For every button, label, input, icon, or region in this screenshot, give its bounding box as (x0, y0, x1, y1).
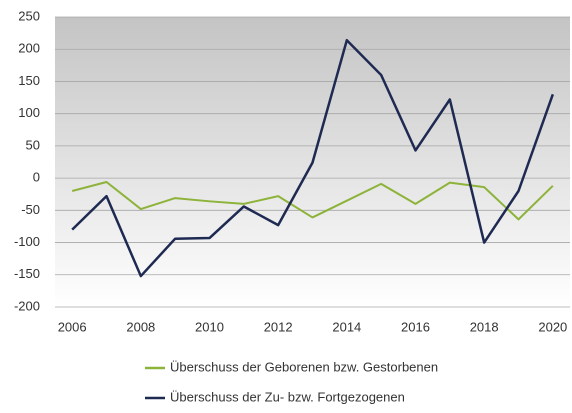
x-tick-label: 2014 (332, 319, 361, 334)
y-tick-label: 200 (18, 41, 40, 56)
y-tick-label: 250 (18, 8, 40, 23)
series-line (71, 180, 554, 221)
y-tick-label: -100 (14, 234, 40, 249)
x-tick-label: 2016 (401, 319, 430, 334)
legend-label: Überschuss der Zu- bzw. Fortgezogenen (170, 389, 405, 404)
y-tick-label: 100 (18, 105, 40, 120)
y-tick-label: -50 (21, 202, 40, 217)
y-tick-label: 50 (26, 137, 40, 152)
series-line (71, 38, 555, 278)
x-tick-label: 2018 (470, 319, 499, 334)
x-tick-label: 2010 (195, 319, 224, 334)
y-tick-label: -200 (14, 298, 40, 313)
x-tick-label: 2006 (58, 319, 87, 334)
y-tick-label: -150 (14, 266, 40, 281)
y-tick-label: 150 (18, 73, 40, 88)
legend-label: Überschuss der Geborenen bzw. Gestorbene… (170, 359, 438, 374)
x-tick-label: 2020 (538, 319, 567, 334)
y-tick-label: 0 (33, 170, 40, 185)
x-tick-label: 2008 (126, 319, 155, 334)
x-tick-label: 2012 (264, 319, 293, 334)
